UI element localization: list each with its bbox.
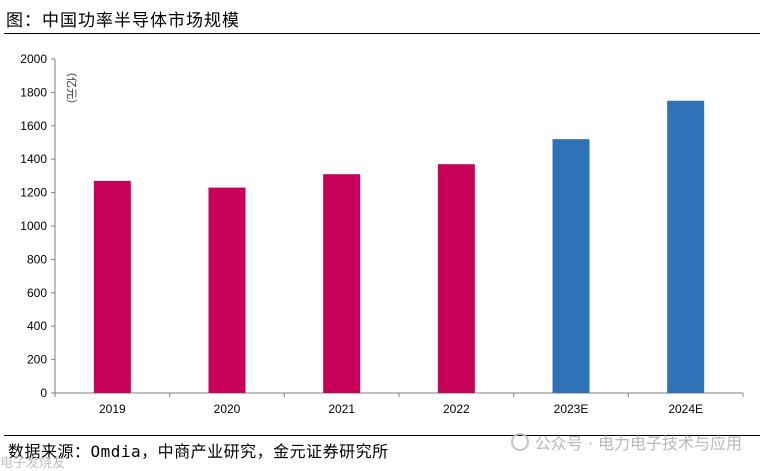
x-tick-label: 2020	[214, 402, 241, 416]
y-tick-label: 400	[27, 319, 47, 333]
y-tick-label: 0	[40, 386, 47, 400]
bar-2023e	[552, 139, 590, 393]
bar-2024e	[667, 100, 705, 393]
page-title: 图：中国功率半导体市场规模	[6, 11, 240, 31]
bar-2020	[208, 187, 246, 393]
bar-2019	[93, 180, 131, 393]
y-tick-label: 1000	[20, 219, 47, 233]
title-divider	[4, 33, 760, 34]
bar-2022	[437, 164, 475, 393]
y-tick-label: 200	[27, 353, 47, 367]
x-tick-label: 2023E	[554, 402, 589, 416]
x-tick-label: 2021	[328, 402, 355, 416]
y-tick-label: 1600	[20, 119, 47, 133]
y-tick-label: 2000	[20, 52, 47, 66]
footer-divider	[4, 435, 760, 436]
x-axis: 2019 2020 2021 2022 2023E 2024E	[54, 392, 744, 416]
y-axis: 0 200 400 600 800 1000 1200 1400 1600 1800 2000	[20, 52, 56, 400]
y-tick-label: 1200	[20, 186, 47, 200]
wechat-icon	[510, 433, 529, 451]
corner-watermark: 电子发烧友	[0, 456, 66, 471]
y-axis-unit-label: （亿元）	[65, 66, 78, 110]
bar-2021	[323, 174, 361, 393]
x-tick-label: 2019	[99, 402, 126, 416]
x-tick-label: 2024E	[668, 402, 703, 416]
source-note: 数据来源：Omdia，中商产业研究，金元证券研究所	[8, 442, 389, 461]
watermark-text: 公众号 · 电力电子技术与应用	[534, 434, 742, 453]
x-tick-label: 2022	[443, 402, 470, 416]
watermark: 公众号 · 电力电子技术与应用	[510, 430, 742, 454]
y-tick-label: 1800	[20, 85, 47, 99]
y-tick-label: 600	[27, 286, 47, 300]
y-tick-label: 800	[27, 252, 47, 266]
bars	[93, 100, 705, 393]
y-tick-label: 1400	[20, 152, 47, 166]
